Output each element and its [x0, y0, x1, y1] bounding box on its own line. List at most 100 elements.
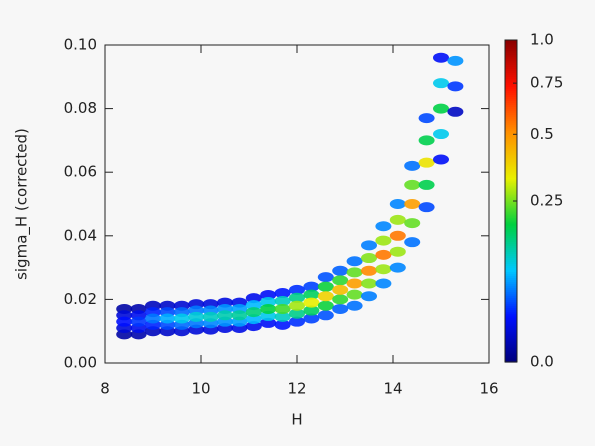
density-cell: [202, 311, 219, 322]
colorbar-step: [505, 221, 517, 224]
density-cell: [404, 179, 421, 190]
colorbar-step: [505, 253, 517, 256]
density-cell: [317, 300, 334, 311]
colorbar-step: [505, 323, 517, 327]
colorbar-step: [505, 46, 517, 49]
colorbar-step: [505, 114, 517, 118]
colorbar-step: [505, 223, 517, 226]
colorbar-step: [505, 255, 517, 258]
colorbar-step: [505, 339, 517, 343]
colorbar-step: [505, 347, 517, 351]
colorbar-step: [505, 207, 517, 210]
density-cell: [375, 235, 392, 246]
colorbar-step: [505, 305, 517, 309]
density-cell: [404, 160, 421, 171]
density-cell: [404, 237, 421, 248]
colorbar-step: [505, 359, 517, 363]
colorbar-step: [505, 116, 517, 120]
density-cell: [346, 256, 363, 267]
colorbar-step: [505, 203, 517, 206]
colorbar-step: [505, 335, 517, 339]
density-cell: [260, 303, 277, 314]
colorbar-step: [505, 355, 517, 359]
colorbar-step: [505, 291, 517, 295]
colorbar-step: [505, 211, 517, 214]
colorbar-step: [505, 172, 517, 176]
density-cell: [145, 313, 161, 324]
density-cell: [245, 321, 262, 332]
colorbar-step: [505, 229, 517, 232]
colorbar-step: [505, 104, 517, 108]
density-cell: [173, 313, 190, 324]
density-cell: [418, 202, 435, 213]
colorbar-step: [505, 150, 517, 154]
colorbar-step: [505, 257, 517, 260]
colorbar-step: [505, 136, 517, 140]
colorbar-step: [505, 285, 517, 289]
density-cell: [447, 55, 464, 66]
density-cell: [303, 297, 320, 308]
colorbar-step: [505, 327, 517, 331]
colorbar-step: [505, 148, 517, 152]
colorbar-step: [505, 126, 517, 130]
colorbar-step: [505, 112, 517, 116]
colorbar-step: [505, 205, 517, 208]
colorbar-step: [505, 178, 517, 182]
colorbar-step: [505, 102, 517, 105]
colorbar-step: [505, 237, 517, 240]
density-cell: [332, 294, 349, 305]
colorbar-step: [505, 160, 517, 164]
density-cell: [231, 310, 248, 321]
colorbar-step: [505, 217, 517, 220]
colorbar-step: [505, 124, 517, 128]
colorbar-step: [505, 134, 517, 138]
density-cell: [346, 289, 363, 300]
density-cell: [447, 81, 464, 92]
colorbar-step: [505, 209, 517, 212]
colorbar-step: [505, 68, 517, 71]
density-cell: [274, 311, 291, 322]
colorbar-step: [505, 357, 517, 361]
colorbar-step: [505, 295, 517, 299]
y-tick-label: 0.06: [64, 163, 97, 181]
colorbar-tick-label: 1.0: [530, 31, 554, 49]
y-tick-label: 0.08: [64, 99, 97, 117]
density-cell: [418, 135, 435, 146]
colorbar-tick-label: 0.75: [530, 74, 563, 92]
density-cell: [433, 129, 449, 140]
density-cell: [433, 52, 449, 63]
colorbar-step: [505, 307, 517, 311]
colorbar-step: [505, 319, 517, 323]
colorbar-step: [505, 245, 517, 248]
x-axis-label: H: [291, 411, 302, 429]
colorbar-step: [505, 269, 517, 273]
colorbar-step: [505, 158, 517, 162]
density-cell: [274, 303, 291, 314]
colorbar-step: [505, 80, 517, 83]
colorbar-step: [505, 345, 517, 349]
colorbar-step: [505, 64, 517, 67]
colorbar-step: [505, 241, 517, 244]
colorbar-step: [505, 271, 517, 275]
colorbar-tick-label: 0.0: [530, 353, 554, 371]
colorbar-step: [505, 279, 517, 283]
colorbar-step: [505, 293, 517, 297]
density-cell: [217, 310, 233, 321]
y-tick-label: 0.02: [64, 290, 97, 308]
colorbar-step: [505, 315, 517, 319]
colorbar-step: [505, 301, 517, 305]
colorbar-step: [505, 213, 517, 216]
colorbar-step: [505, 275, 517, 279]
density-cell: [332, 303, 349, 314]
colorbar-step: [505, 180, 517, 184]
density-cell: [346, 267, 363, 278]
colorbar-step: [505, 192, 517, 196]
colorbar-step: [505, 98, 517, 101]
density-cell: [317, 291, 334, 302]
colorbar-step: [505, 188, 517, 192]
density-cell: [289, 292, 305, 303]
x-tick-label: 8: [100, 380, 110, 398]
colorbar-step: [505, 146, 517, 150]
colorbar-step: [505, 106, 517, 110]
colorbar-step: [505, 297, 517, 301]
